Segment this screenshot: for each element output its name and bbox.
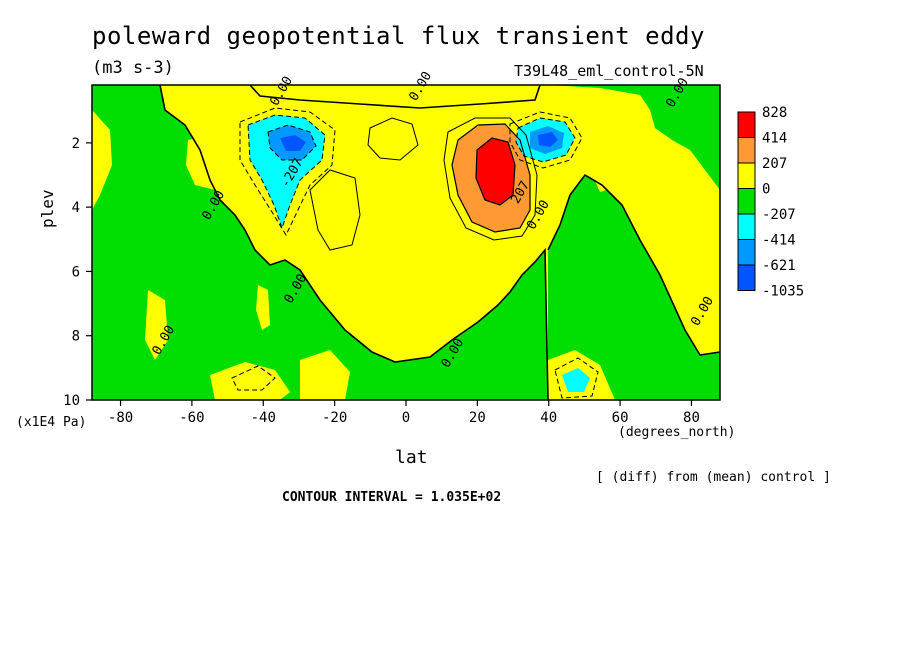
positive-contour-4 (367, 117, 419, 161)
legend-level-label: 828 (762, 105, 787, 121)
yellow-island-7 (588, 128, 628, 192)
negative-contour-1 (239, 107, 336, 237)
legend-swatch (737, 188, 756, 215)
y-tick-label: 2 (72, 136, 80, 152)
yellow-island-4 (256, 285, 270, 330)
legend-swatch (737, 111, 756, 138)
contour-lines (159, 85, 720, 400)
negative-contour-4 (509, 111, 583, 169)
green-region-left (92, 85, 548, 400)
difference-note: [ (diff) from (mean) control ] (596, 470, 831, 485)
darkblue-region-right (538, 132, 558, 147)
yellow-island-3 (145, 290, 168, 360)
x-tick-label: -80 (108, 410, 133, 426)
legend-level-label: 414 (762, 131, 787, 147)
zero-contour-left (159, 85, 549, 400)
legend-level-label: -1035 (762, 284, 804, 300)
x-tick-label: 20 (469, 410, 486, 426)
axes: -80 -60 -40 -20 0 20 40 60 80 2 4 6 8 10 (63, 136, 700, 426)
legend-level-label: -621 (762, 258, 796, 274)
filled-contours (92, 85, 720, 400)
legend-level-label: -414 (762, 233, 796, 249)
x-tick-label: 80 (683, 410, 700, 426)
negative-contour-3 (267, 124, 317, 161)
yellow-island-1 (92, 110, 112, 210)
negative-contour-2 (247, 114, 326, 230)
legend-swatch (737, 264, 756, 291)
y-axis-units: (x1E4 Pa) (16, 415, 87, 430)
legend-swatch (737, 162, 756, 189)
x-tick-label: -60 (179, 410, 204, 426)
positive-contour-1 (443, 117, 538, 241)
y-tick-label: 4 (72, 200, 80, 216)
cyan-region-bottom (562, 368, 590, 392)
x-tick-label: 40 (540, 410, 557, 426)
green-region-right (548, 85, 720, 400)
negative-contour-7 (231, 365, 276, 391)
yellow-island-6 (210, 362, 290, 400)
chart-title: poleward geopotential flux transient edd… (92, 22, 705, 50)
legend-swatch (737, 239, 756, 266)
red-region (476, 138, 515, 205)
legend-swatch (737, 137, 756, 164)
positive-contour-3 (475, 137, 516, 206)
legend-level-label: 0 (762, 182, 770, 198)
zero-contour-top (249, 85, 541, 109)
chart-units: (m3 s-3) (92, 58, 174, 78)
zero-contour-right (547, 173, 720, 356)
yellow-top-strip (250, 85, 540, 108)
color-legend: 828 414 207 0 -207 -414 -621 -1035 (737, 105, 804, 300)
positive-contour-5 (309, 169, 361, 251)
x-axis-label: lat (395, 447, 428, 468)
negative-contour-5 (515, 117, 576, 163)
positive-contour-2 (451, 123, 531, 233)
legend-level-label: 207 (762, 156, 787, 172)
legend-swatch (737, 213, 756, 240)
y-tick-label: 6 (72, 264, 80, 280)
y-tick-label: 8 (72, 329, 80, 345)
y-tick-label: 10 (63, 393, 80, 409)
dataset-name: T39L48_eml_control-5N (514, 62, 704, 80)
x-axis-units: (degrees_north) (618, 425, 736, 440)
x-tick-label: 60 (612, 410, 629, 426)
contour-interval: CONTOUR INTERVAL = 1.035E+02 (282, 490, 502, 505)
x-tick-label: -40 (251, 410, 276, 426)
x-tick-label: -20 (322, 410, 347, 426)
darkblue-region-left (280, 135, 306, 151)
yellow-island-5 (300, 350, 350, 400)
legend-level-label: -207 (762, 207, 796, 223)
x-tick-label: 0 (402, 410, 410, 426)
